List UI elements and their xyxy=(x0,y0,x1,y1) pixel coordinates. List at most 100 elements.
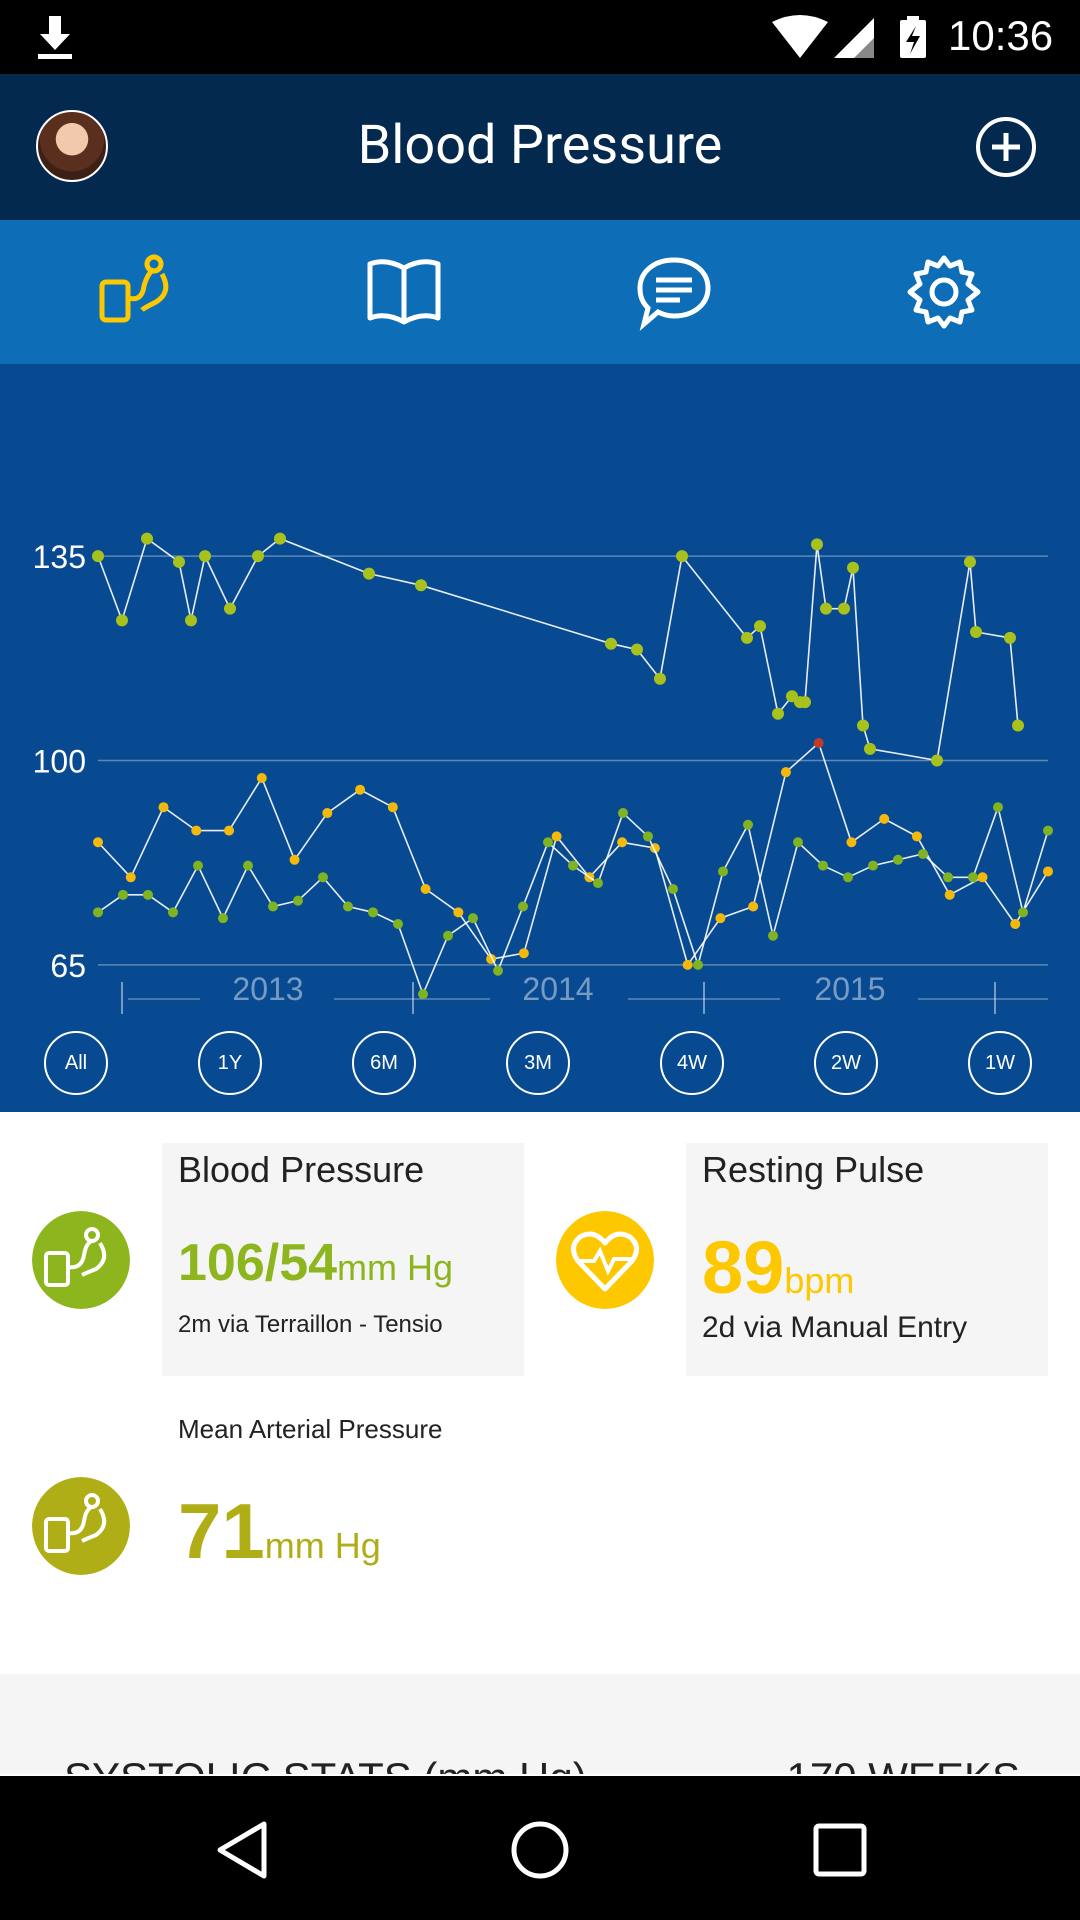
recents-button[interactable] xyxy=(812,1822,868,1878)
tab-measurements[interactable] xyxy=(96,252,176,332)
book-icon xyxy=(367,259,441,325)
range-2w-button[interactable]: 2W xyxy=(814,1031,878,1095)
y-tick-label: 135 xyxy=(33,539,86,575)
data-point xyxy=(654,672,666,685)
data-point xyxy=(793,837,803,848)
data-point xyxy=(743,819,753,830)
bp-card-title: Blood Pressure xyxy=(178,1149,425,1190)
data-point xyxy=(1004,631,1016,644)
data-point xyxy=(518,948,529,959)
data-point xyxy=(368,907,378,918)
range-3m-button[interactable]: 3M xyxy=(506,1031,570,1095)
data-point xyxy=(92,550,104,563)
tab-bar xyxy=(0,220,1080,364)
home-button[interactable] xyxy=(510,1820,570,1880)
status-bar: 10:36 xyxy=(0,0,1080,74)
range-1y-button[interactable]: 1Y xyxy=(198,1031,262,1095)
tab-settings[interactable] xyxy=(904,252,984,332)
data-point xyxy=(772,707,784,720)
data-point xyxy=(191,825,202,836)
map-value: 71mm Hg xyxy=(178,1487,381,1575)
map-title: Mean Arterial Pressure xyxy=(178,1414,443,1444)
data-point xyxy=(718,866,728,877)
bp-monitor-icon xyxy=(99,254,169,323)
data-point xyxy=(668,883,678,894)
range-6m-button[interactable]: 6M xyxy=(352,1031,416,1095)
data-point xyxy=(618,808,628,819)
back-button[interactable] xyxy=(214,1820,270,1880)
bp-value: 106/54mm Hg xyxy=(178,1234,454,1292)
data-point xyxy=(970,626,982,639)
data-point xyxy=(293,895,303,906)
data-point xyxy=(682,959,693,970)
chart-area[interactable] xyxy=(0,364,1080,1112)
bp-monitor-icon xyxy=(32,1211,130,1309)
data-point xyxy=(343,901,353,912)
data-point xyxy=(143,889,153,900)
pulse-value: 89bpm xyxy=(702,1226,855,1309)
data-point xyxy=(518,901,528,912)
range-4w-button[interactable]: 4W xyxy=(660,1031,724,1095)
data-point xyxy=(493,965,503,976)
clock: 10:36 xyxy=(948,12,1054,59)
data-point xyxy=(355,784,366,795)
data-point xyxy=(811,538,823,551)
data-point xyxy=(944,889,955,900)
series-line xyxy=(97,804,1049,997)
data-point xyxy=(780,767,791,778)
range-all-button[interactable]: All xyxy=(44,1031,108,1095)
heart-pulse-icon xyxy=(556,1211,654,1309)
data-point xyxy=(993,802,1003,813)
bp-chart: 1351006530201320142015 xyxy=(33,532,1053,1014)
data-point xyxy=(185,614,197,627)
chat-icon xyxy=(637,257,711,332)
data-point xyxy=(693,959,703,970)
x-tick-label: 2013 xyxy=(232,971,303,1007)
data-point xyxy=(415,579,427,592)
range-1w-button[interactable]: 1W xyxy=(968,1031,1032,1095)
data-point xyxy=(1018,907,1028,918)
data-point xyxy=(617,837,628,848)
data-point xyxy=(173,555,185,568)
data-point xyxy=(363,567,375,580)
data-point xyxy=(141,532,153,545)
data-point xyxy=(748,901,759,912)
data-point xyxy=(818,860,828,871)
data-point xyxy=(318,872,328,883)
data-point xyxy=(847,561,859,574)
data-point xyxy=(857,719,869,732)
data-point xyxy=(256,773,267,784)
pulse-card[interactable]: Resting Pulse 89bpm 2d via Manual Entry xyxy=(686,1143,1048,1376)
x-tick-label: 2015 xyxy=(814,971,885,1007)
data-point xyxy=(393,919,403,930)
bp-card[interactable]: Blood Pressure 106/54mm Hg 2m via Terrai… xyxy=(162,1143,524,1376)
avatar[interactable] xyxy=(36,110,108,182)
tab-journal[interactable] xyxy=(364,252,444,332)
data-point xyxy=(964,555,976,568)
data-point xyxy=(243,860,253,871)
data-point xyxy=(453,907,464,918)
data-point xyxy=(551,831,562,842)
gear-icon xyxy=(907,255,981,329)
data-point xyxy=(741,631,753,644)
data-point xyxy=(820,602,832,615)
data-point xyxy=(1043,866,1053,877)
data-point xyxy=(387,802,398,813)
data-point xyxy=(593,878,603,889)
data-point xyxy=(93,907,103,918)
data-point xyxy=(543,837,553,848)
data-point xyxy=(193,860,203,871)
pulse-card-title: Resting Pulse xyxy=(702,1149,925,1190)
page-title: Blood Pressure xyxy=(357,114,723,177)
data-point xyxy=(864,742,876,755)
data-point xyxy=(1010,919,1021,930)
series-line xyxy=(97,741,1049,967)
systolic-stats-label: SYSTOLIC STATS (mm Hg) xyxy=(64,1754,587,1774)
tab-messages[interactable] xyxy=(634,252,714,332)
data-point xyxy=(943,872,953,883)
data-point xyxy=(768,930,778,941)
nav-bar xyxy=(0,1776,1080,1920)
bp-monitor-icon xyxy=(32,1477,130,1575)
add-button[interactable] xyxy=(975,116,1037,178)
data-point xyxy=(224,825,235,836)
